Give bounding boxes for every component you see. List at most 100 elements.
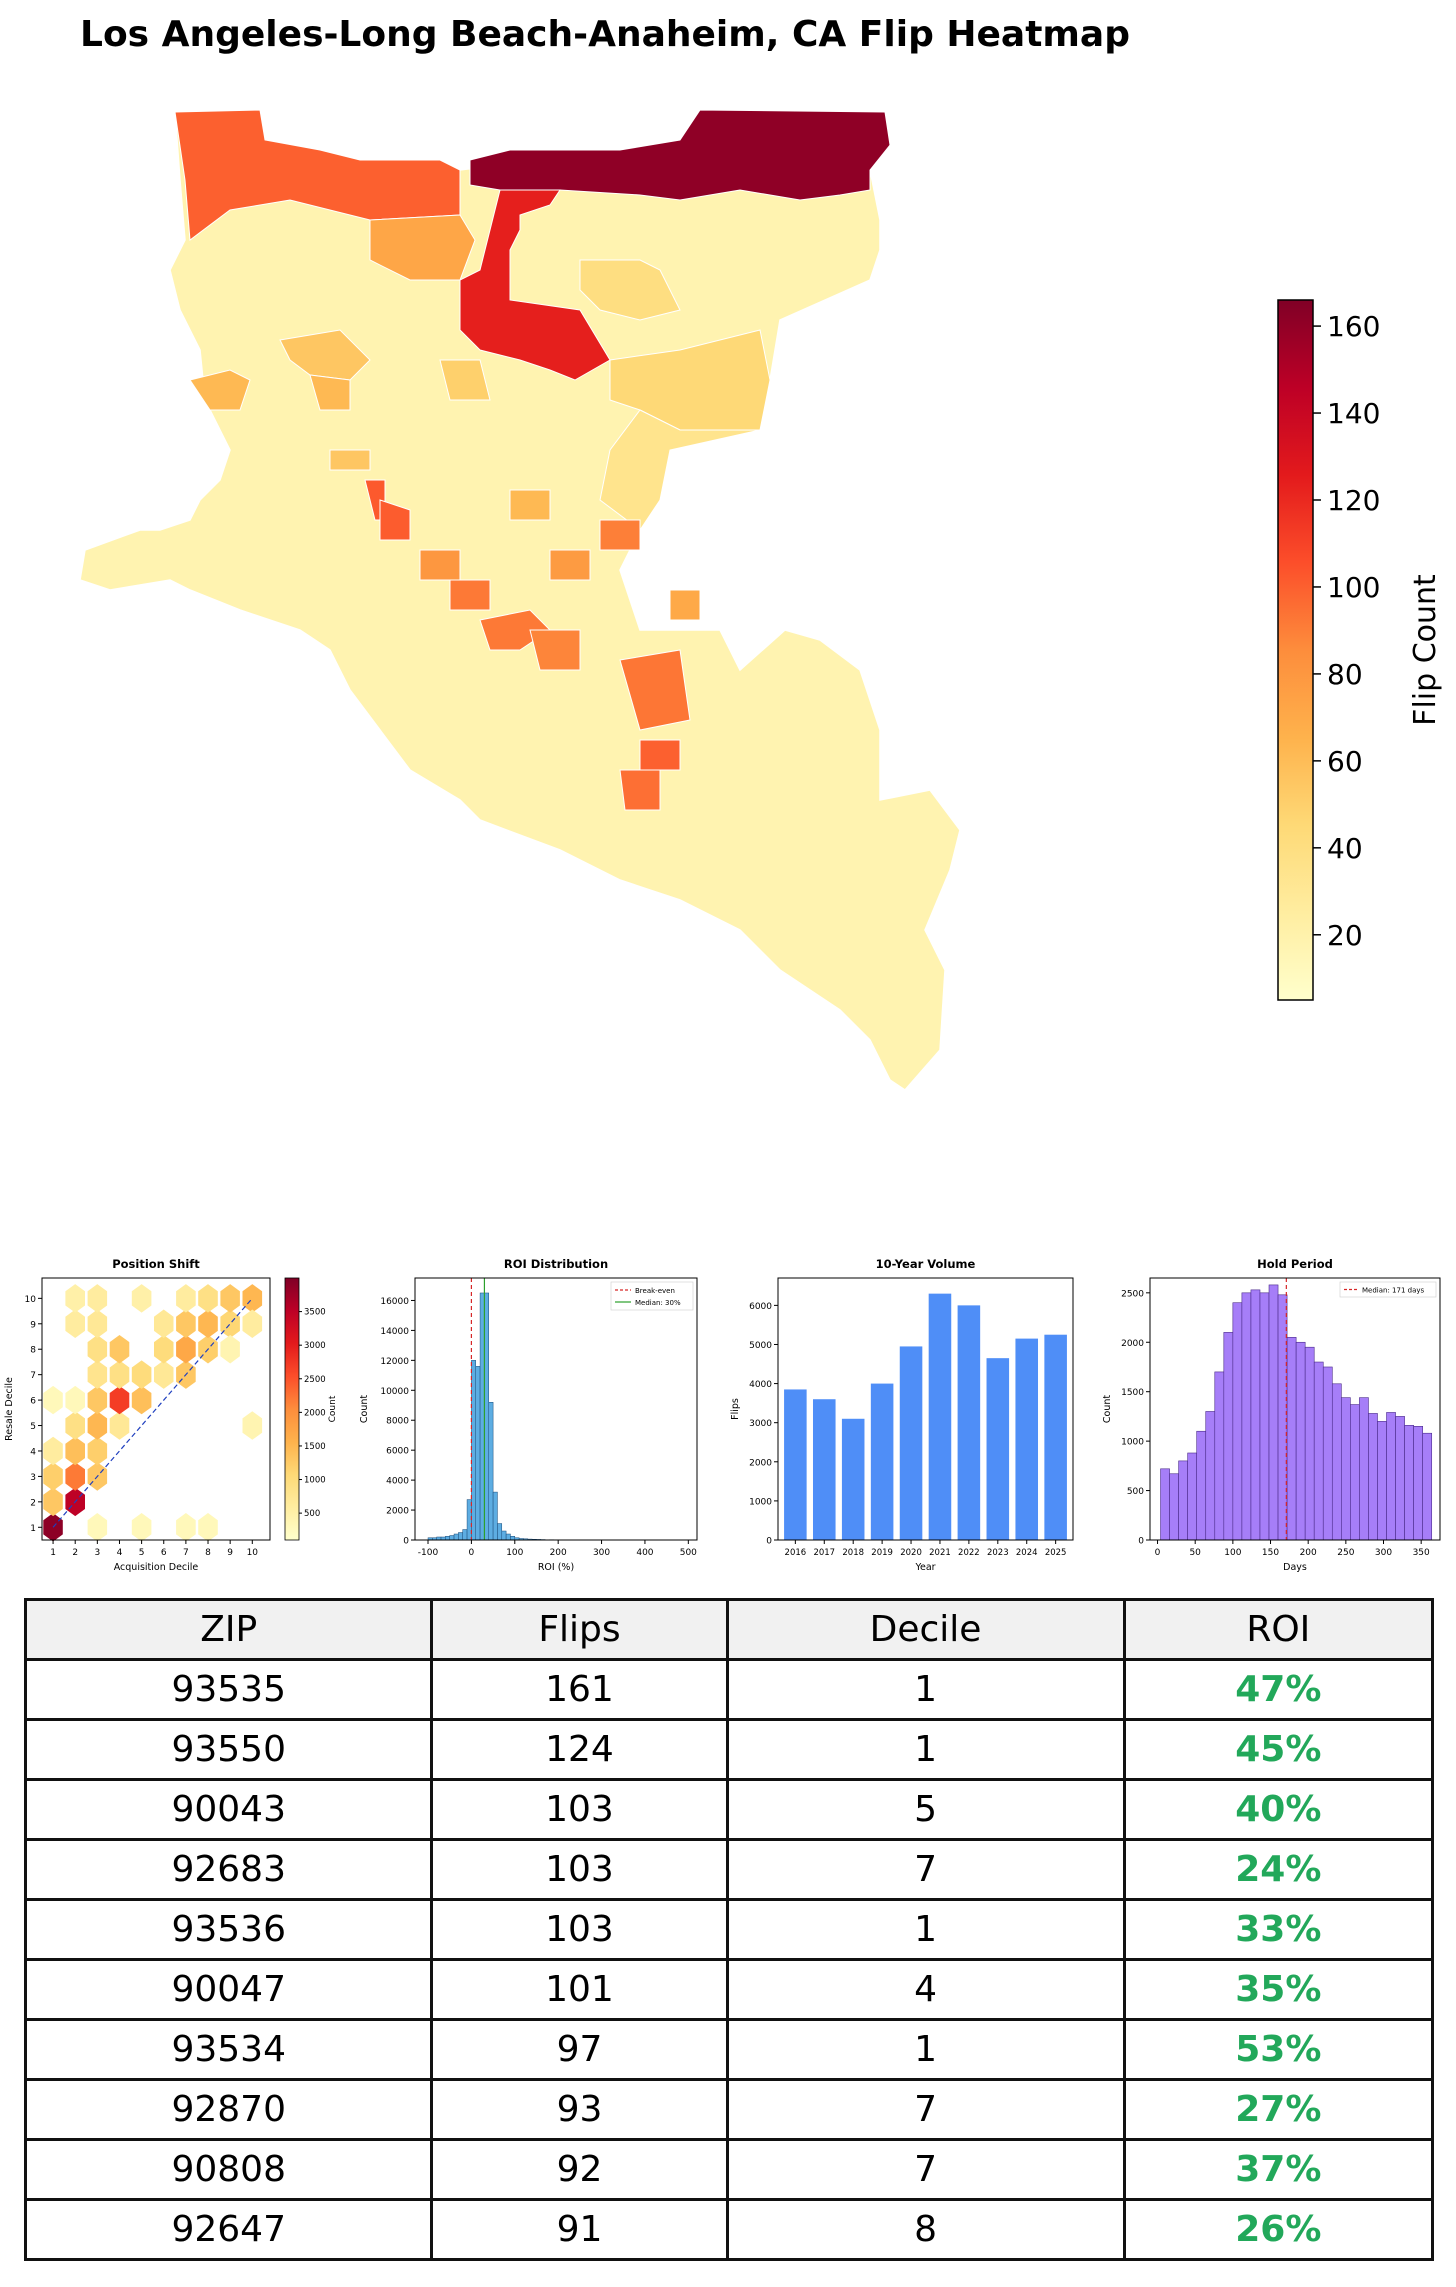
hold-bar [1322, 1366, 1333, 1541]
x-tick-label: 2022 [958, 1548, 980, 1558]
roi-bar [505, 1533, 511, 1541]
column-header-roi: ROI [1122, 1598, 1435, 1661]
colorbar-tick-label: 160 [1327, 310, 1380, 343]
y-tick-label: 2000 [386, 1507, 409, 1517]
x-tick-label: 2023 [987, 1548, 1009, 1558]
x-tick-label: 2019 [871, 1548, 893, 1558]
roi-bar [453, 1533, 459, 1541]
region-north-orange [369, 214, 476, 281]
hex-colorbar [284, 1277, 300, 1541]
x-tick-label: 2024 [1016, 1548, 1038, 1558]
roi-bars [427, 1292, 689, 1541]
hold-bar [1404, 1425, 1414, 1541]
region-compton [449, 579, 491, 611]
x-axis-label: Acquisition Decile [114, 1562, 199, 1573]
hold-bar [1205, 1411, 1216, 1541]
hexbin-cell [242, 1309, 263, 1338]
hexbin-cell [242, 1411, 263, 1440]
y-tick-label: 1500 [1121, 1388, 1144, 1398]
hexbin-cell [65, 1462, 85, 1491]
x-tick-label: 100 [1224, 1548, 1241, 1558]
y-tick-label: 4000 [386, 1477, 409, 1487]
y-tick-label: 6000 [749, 1302, 772, 1312]
hold-bar [1268, 1284, 1279, 1541]
roi-bar [488, 1402, 494, 1541]
hold-bar [1160, 1468, 1170, 1541]
x-tick-label: 4 [117, 1548, 123, 1558]
cell-decile: 5 [725, 1778, 1126, 1841]
hold-bar [1277, 1294, 1288, 1541]
region-92647 [619, 769, 661, 811]
hexbin-cell [242, 1284, 263, 1313]
roi-distribution-chart: ROI Distribution ROI (%) Count -100 0 100 200 3… [355, 1250, 710, 1580]
x-tick-label: 250 [1337, 1548, 1354, 1558]
hold-bar [1223, 1332, 1234, 1541]
table-row: 90043 103 5 40% [23, 1778, 1435, 1841]
hexbin-cell [220, 1309, 240, 1338]
hold-bars [1160, 1284, 1433, 1541]
roi-legend: Break-even Median: 30% [610, 1281, 694, 1311]
cell-roi: 35% [1122, 1958, 1435, 2021]
diagonal-reference-line [52, 1297, 253, 1528]
hold-bar [1169, 1473, 1179, 1541]
hex-cbar-tick-label: 3000 [304, 1341, 326, 1351]
hex-cbar-tick-label: 3500 [304, 1308, 326, 1318]
hold-legend-box [1339, 1281, 1437, 1298]
plot-frame [41, 1277, 271, 1541]
roi-bar [497, 1523, 503, 1541]
cell-decile: 7 [725, 2138, 1126, 2201]
y-tick-label: 10 [25, 1295, 37, 1305]
region-east-lower [599, 409, 761, 531]
cell-zip: 92647 [23, 2198, 434, 2261]
hexbin-cell [87, 1309, 108, 1338]
table-row: 92870 93 7 27% [23, 2078, 1435, 2141]
hexbin-cell [109, 1335, 130, 1364]
region-92683 [639, 739, 681, 771]
x-tick-label: 100 [506, 1548, 523, 1558]
x-tick-label: 1 [50, 1548, 56, 1558]
cell-decile: 1 [725, 1898, 1126, 1961]
hexbin-cell [87, 1335, 108, 1364]
x-tick-label: 2018 [842, 1548, 864, 1558]
cell-zip: 90043 [23, 1778, 434, 1841]
hold-bar [1395, 1416, 1405, 1541]
y-axis-label: Resale Decile [4, 1377, 15, 1441]
hold-period-chart: Hold Period Days Count 0 50 100 150 200 250 300 35… [1100, 1250, 1456, 1580]
y-tick-label: 2 [30, 1498, 36, 1508]
table-row: 93536 103 1 33% [23, 1898, 1435, 1961]
x-tick-label: 0 [469, 1548, 475, 1558]
region-north-east [579, 259, 681, 321]
volume-bar [841, 1418, 865, 1540]
region-longbeach [529, 629, 581, 671]
cell-flips: 124 [430, 1718, 729, 1781]
colorbar-tick-label: 40 [1327, 832, 1363, 865]
hold-bar [1232, 1302, 1243, 1541]
top-zip-table: ZIP Flips Decile ROI 93535 161 1 47% 93550 1… [23, 1598, 1435, 2261]
map-regions-group [79, 109, 961, 1091]
hold-bar [1350, 1404, 1360, 1541]
cell-decile: 4 [725, 1958, 1126, 2021]
hexbin-cell [220, 1284, 240, 1313]
map-colorbar: 20 40 60 80 100 120 140 160 Flip Count [1270, 290, 1450, 1010]
hexbin-cell [198, 1284, 218, 1313]
region-south-la [419, 549, 461, 581]
hexbin-cell [131, 1513, 152, 1542]
y-tick-label: 8000 [386, 1417, 409, 1427]
cell-zip: 93534 [23, 2018, 434, 2081]
hex-cbar-tick-label: 2000 [304, 1408, 326, 1418]
hold-bar [1377, 1421, 1387, 1541]
colorbar-tick-label: 140 [1327, 397, 1380, 430]
x-tick-label: 400 [636, 1548, 653, 1558]
y-tick-label: 0 [403, 1537, 409, 1547]
hexbin-cell [154, 1309, 174, 1338]
column-header-decile: Decile [725, 1598, 1126, 1661]
x-tick-label: 200 [550, 1548, 567, 1558]
cell-roi: 27% [1122, 2078, 1435, 2141]
y-tick-label: 500 [1127, 1487, 1144, 1497]
x-tick-label: 2016 [785, 1548, 807, 1558]
volume-bar [986, 1358, 1010, 1540]
volume-bar [1044, 1334, 1067, 1540]
region-93536 [174, 109, 461, 241]
cell-decile: 1 [725, 1718, 1126, 1781]
column-header-zip: ZIP [23, 1598, 434, 1661]
